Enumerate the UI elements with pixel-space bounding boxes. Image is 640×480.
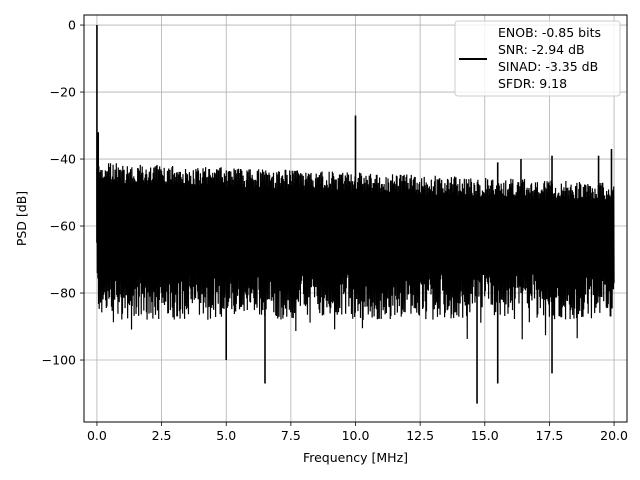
x-axis-label: Frequency [MHz] [303,450,408,465]
noise-floor-trace [96,163,615,340]
legend-frame [454,20,621,97]
x-tick-label: 2.5 [152,428,172,443]
legend-enob: ENOB: -0.85 bits [498,25,601,40]
y-tick-label: −20 [50,85,76,100]
legend-sinad: SINAD: -3.35 dB [498,59,598,74]
y-axis-label: PSD [dB] [14,191,29,246]
x-tick-label: 15.0 [471,428,499,443]
y-tick-label: −60 [50,219,76,234]
x-tick-label: 17.5 [536,428,564,443]
x-tick-label: 12.5 [406,428,434,443]
y-tick-label: −80 [50,286,76,301]
y-tick-label: 0 [68,18,76,33]
legend-snr: SNR: -2.94 dB [498,42,585,57]
x-tick-label: 20.0 [600,428,628,443]
y-tick-label: −40 [50,152,76,167]
x-tick-label: 0.0 [87,428,107,443]
x-tick-label: 10.0 [342,428,370,443]
axis-ticks: 0.0 2.5 5.0 7.5 10.0 12.5 15.0 17.5 20.0 0 −20 −40 −… [42,18,628,443]
psd-series [96,25,615,404]
legend-sfdr: SFDR: 9.18 [498,76,567,91]
x-tick-label: 7.5 [281,428,301,443]
x-tick-label: 5.0 [216,428,236,443]
y-tick-label: −100 [42,353,76,368]
legend: ENOB: -0.85 bits SNR: -2.94 dB SINAD: -3… [454,20,621,97]
